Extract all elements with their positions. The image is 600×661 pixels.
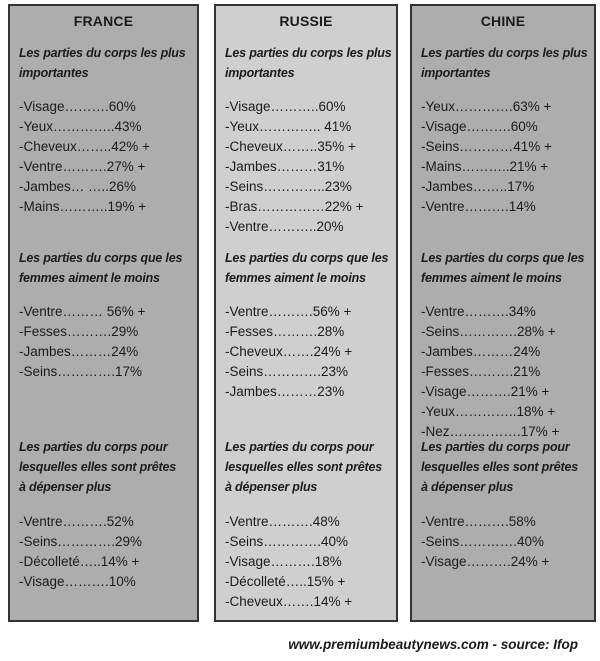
heading-line: importantes — [19, 66, 89, 80]
list-item: -Cheveux…….14% + — [225, 594, 353, 609]
heading-line: Les parties du corps pour — [421, 440, 570, 454]
heading-line: Les parties du corps les plus — [225, 46, 392, 60]
list-item: -Jambes………23% — [225, 384, 345, 399]
heading-line: Les parties du corps les plus — [421, 46, 588, 60]
heading-line: importantes — [225, 66, 295, 80]
list-item: -Cheveux……..42% + — [19, 139, 150, 154]
list-item: -Seins………….40% — [225, 534, 349, 549]
list-item: -Fesses……….21% — [421, 364, 541, 379]
list-item: -Décolleté…..14% + — [19, 554, 140, 569]
list-item: -Seins…………..23% — [225, 179, 352, 194]
list-item: -Yeux………….. 41% — [225, 119, 352, 134]
list-item: -Jambes… …..26% — [19, 179, 137, 194]
list-item: -Décolleté…..15% + — [225, 574, 346, 589]
heading-line: importantes — [421, 66, 491, 80]
heading-line: femmes aiment le moins — [421, 271, 562, 285]
list-item: -Yeux…………..18% + — [421, 404, 556, 419]
country-panel-russie: RUSSIE Les parties du corps les plus imp… — [214, 4, 398, 622]
country-title-chine: CHINE — [480, 13, 526, 29]
list-item: -Visage……….24% + — [421, 554, 550, 569]
list-item: -Ventre……….52% — [19, 514, 134, 529]
list-item: -Ventre……… 56% + — [19, 304, 146, 319]
list-item: -Ventre………..20% — [225, 219, 344, 234]
heading-line: femmes aiment le moins — [19, 271, 160, 285]
heading-line: Les parties du corps pour — [225, 440, 374, 454]
heading-most-important: Les parties du corps les plus importante… — [421, 43, 593, 83]
list-most-important-france: -Visage……….60% -Yeux…………..43% -Cheveux……… — [19, 97, 196, 217]
country-panel-france: FRANCE Les parties du corps les plus imp… — [8, 4, 199, 622]
heading-line: à dépenser plus — [421, 480, 514, 494]
list-item: -Cheveux……..35% + — [225, 139, 356, 154]
list-item: -Seins………….17% — [19, 364, 143, 379]
list-spend-more-russie: -Ventre……….48% -Seins………….40% -Visage………… — [225, 512, 395, 612]
heading-least-liked: Les parties du corps que les femmes aime… — [421, 248, 593, 288]
list-item: -Visage……….21% + — [421, 384, 550, 399]
list-item: -Jambes………24% — [19, 344, 139, 359]
heading-line: à dépenser plus — [225, 480, 318, 494]
list-item: -Jambes………31% — [225, 159, 345, 174]
heading-line: lesquelles elles sont prêtes — [421, 460, 578, 474]
list-most-important-russie: -Visage………..60% -Yeux………….. 41% -Cheveux… — [225, 97, 395, 237]
heading-line: Les parties du corps que les — [225, 251, 389, 265]
country-panel-chine: CHINE Les parties du corps les plus impo… — [410, 4, 596, 622]
list-item: -Bras……………22% + — [225, 199, 364, 214]
heading-most-important: Les parties du corps les plus importante… — [225, 43, 395, 83]
heading-least-liked: Les parties du corps que les femmes aime… — [19, 248, 196, 288]
heading-line: lesquelles elles sont prêtes — [225, 460, 382, 474]
heading-line: femmes aiment le moins — [225, 271, 366, 285]
heading-least-liked: Les parties du corps que les femmes aime… — [225, 248, 395, 288]
list-item: -Ventre……….56% + — [225, 304, 352, 319]
heading-spend-more: Les parties du corps pour lesquelles ell… — [19, 437, 196, 497]
list-item: -Fesses……….28% — [225, 324, 345, 339]
list-least-liked-chine: -Ventre……….34% -Seins………….28% + -Jambes…… — [421, 302, 593, 442]
heading-line: Les parties du corps les plus — [19, 46, 186, 60]
list-item: -Visage……….10% — [19, 574, 136, 589]
source-credit: www.premiumbeautynews.com - source: Ifop — [288, 637, 578, 652]
list-item: -Fesses……….29% — [19, 324, 139, 339]
heading-line: Les parties du corps pour — [19, 440, 168, 454]
country-title-russie: RUSSIE — [279, 13, 333, 29]
list-least-liked-russie: -Ventre……….56% + -Fesses……….28% -Cheveux… — [225, 302, 395, 402]
list-item: -Mains………..21% + — [421, 159, 549, 174]
list-item: -Yeux………….63% + — [421, 99, 552, 114]
list-item: -Jambes……..17% — [421, 179, 535, 194]
list-least-liked-france: -Ventre……… 56% + -Fesses……….29% -Jambes…… — [19, 302, 196, 382]
heading-most-important: Les parties du corps les plus importante… — [19, 43, 196, 83]
list-item: -Yeux…………..43% — [19, 119, 142, 134]
heading-line: Les parties du corps que les — [19, 251, 183, 265]
list-item: -Visage……….60% — [19, 99, 136, 114]
list-item: -Seins…………41% + — [421, 139, 552, 154]
heading-line: Les parties du corps que les — [421, 251, 585, 265]
country-title-france: FRANCE — [73, 13, 134, 29]
list-item: -Seins………….29% — [19, 534, 143, 549]
list-item: -Nez…………….17% + — [421, 424, 560, 439]
list-item: -Jambes………24% — [421, 344, 541, 359]
list-item: -Seins………….28% + — [421, 324, 556, 339]
list-item: -Visage……….60% — [421, 119, 538, 134]
list-item: -Seins………….40% — [421, 534, 545, 549]
list-item: -Seins………….23% — [225, 364, 349, 379]
list-item: -Mains………..19% + — [19, 199, 147, 214]
list-item: -Visage……….18% — [225, 554, 342, 569]
heading-spend-more: Les parties du corps pour lesquelles ell… — [225, 437, 395, 497]
heading-line: à dépenser plus — [19, 480, 112, 494]
heading-line: lesquelles elles sont prêtes — [19, 460, 176, 474]
list-most-important-chine: -Yeux………….63% + -Visage……….60% -Seins………… — [421, 97, 593, 217]
list-item: -Ventre……….58% — [421, 514, 536, 529]
list-item: -Ventre……….27% + — [19, 159, 146, 174]
list-item: -Visage………..60% — [225, 99, 346, 114]
list-item: -Ventre……….48% — [225, 514, 340, 529]
list-item: -Cheveux…….24% + — [225, 344, 353, 359]
list-item: -Ventre……….34% — [421, 304, 536, 319]
list-item: -Ventre……….14% — [421, 199, 536, 214]
list-spend-more-chine: -Ventre……….58% -Seins………….40% -Visage………… — [421, 512, 593, 572]
list-spend-more-france: -Ventre……….52% -Seins………….29% -Décolleté… — [19, 512, 196, 592]
heading-spend-more: Les parties du corps pour lesquelles ell… — [421, 437, 593, 497]
